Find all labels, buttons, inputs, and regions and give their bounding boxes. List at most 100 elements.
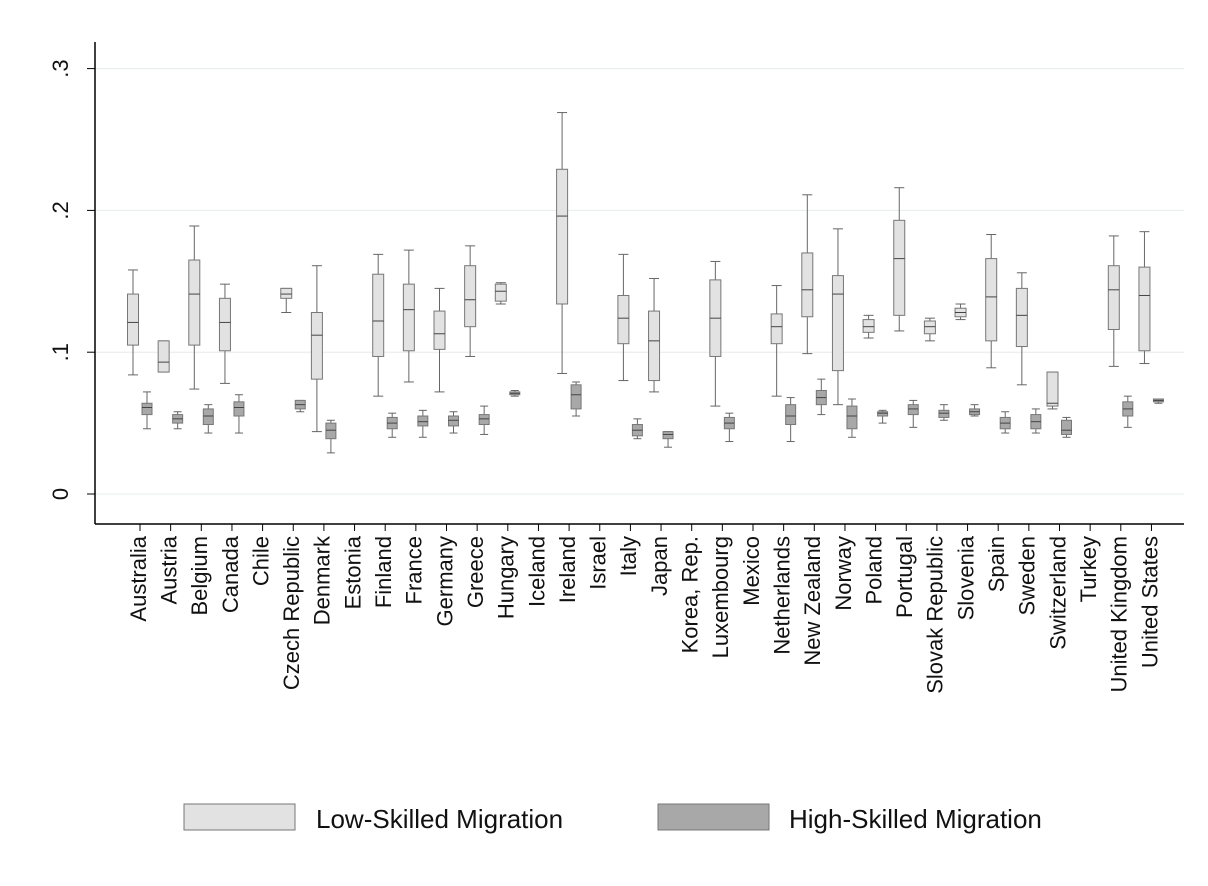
legend-label-low: Low-Skilled Migration	[316, 804, 563, 834]
x-tick-label: Greece	[463, 536, 488, 608]
box-high-finland	[386, 412, 398, 438]
x-tick-label: Poland	[861, 536, 886, 605]
x-tick-label: Portugal	[892, 536, 917, 618]
box-body	[1046, 371, 1059, 407]
box-body	[1138, 266, 1151, 352]
box-body	[433, 310, 446, 350]
x-tick-label: Israel	[586, 536, 611, 590]
box-low-finland	[372, 253, 385, 397]
box-high-united-kingdom	[1122, 395, 1134, 428]
box-body	[985, 258, 998, 342]
box-body	[1061, 419, 1072, 435]
box-body	[188, 259, 201, 346]
x-tick-label: Iceland	[524, 536, 549, 607]
box-high-spain	[999, 411, 1011, 434]
box-high-slovenia	[969, 404, 981, 417]
box-body	[157, 340, 170, 373]
box-body	[1015, 287, 1028, 348]
box-body	[662, 431, 674, 440]
x-tick-label: Slovenia	[953, 535, 978, 620]
x-tick-label: Slovak Republic	[923, 536, 948, 694]
box-body	[617, 294, 630, 345]
grid-layer	[95, 68, 1184, 495]
box-high-norway	[846, 398, 858, 438]
box-low-slovak-republic	[923, 317, 936, 342]
box-body	[478, 414, 490, 426]
box-body	[770, 313, 783, 345]
box-body	[402, 283, 415, 352]
y-tick-label: .3	[48, 59, 73, 77]
box-body	[801, 252, 814, 318]
box-low-poland	[862, 314, 875, 339]
box-body	[448, 415, 459, 427]
box-low-australia	[127, 269, 139, 376]
box-high-netherlands	[785, 397, 797, 443]
x-tick-label: Australia	[126, 535, 151, 621]
box-body	[1107, 265, 1120, 331]
box-low-germany	[433, 287, 446, 393]
box-high-japan	[662, 431, 674, 448]
x-tick-label: Italy	[616, 536, 641, 576]
box-body	[862, 319, 875, 333]
x-tick-label: New Zealand	[800, 536, 825, 666]
box-high-belgium	[202, 404, 214, 434]
box-low-italy	[617, 253, 630, 382]
box-low-netherlands	[770, 285, 783, 397]
box-body	[570, 384, 582, 410]
box-low-switzerland	[1046, 371, 1059, 410]
box-low-japan	[648, 277, 661, 393]
box-low-france	[402, 249, 415, 383]
box-body	[310, 311, 323, 380]
x-tick-label: Czech Republic	[279, 536, 304, 690]
box-high-germany	[448, 411, 459, 434]
x-tick-label: Korea, Rep.	[678, 536, 703, 653]
box-body	[141, 402, 153, 416]
box-high-australia	[141, 391, 153, 430]
box-low-sweden	[1015, 272, 1028, 386]
legend-swatch-high	[657, 803, 770, 831]
x-tick-label: Belgium	[187, 536, 212, 615]
x-tick-label: Sweden	[1015, 536, 1040, 616]
x-tick-label: Mexico	[739, 536, 764, 606]
box-low-portugal	[893, 187, 906, 332]
box-low-greece	[464, 245, 477, 357]
box-low-united-states	[1138, 231, 1151, 365]
box-low-czech-republic	[280, 287, 293, 313]
y-tick-label: .1	[48, 343, 73, 361]
box-body	[494, 283, 507, 302]
x-tick-label: Chile	[248, 536, 273, 586]
box-high-portugal	[907, 399, 919, 428]
box-high-czech-republic	[294, 399, 306, 413]
box-body	[127, 293, 139, 346]
x-tick-label: France	[402, 536, 427, 604]
box-high-united-states	[1152, 398, 1164, 404]
x-tick-label: United States	[1137, 536, 1162, 668]
box-body	[280, 287, 293, 299]
box-high-new-zealand	[815, 378, 827, 416]
box-low-luxembourg	[709, 260, 722, 407]
x-tick-label: Hungary	[494, 536, 519, 619]
x-tick-label: Germany	[432, 536, 457, 626]
y-tick-label: .2	[48, 201, 73, 219]
box-low-slovenia	[954, 303, 967, 321]
box-body	[464, 265, 477, 328]
box-body	[893, 219, 906, 316]
box-body	[372, 273, 385, 357]
box-body	[938, 409, 950, 418]
box-body	[218, 297, 231, 352]
box-layer	[127, 112, 1164, 454]
x-tick-label: Spain	[984, 536, 1009, 592]
box-body	[785, 404, 797, 426]
box-body	[325, 422, 337, 440]
box-high-denmark	[325, 419, 337, 454]
box-body	[417, 415, 429, 427]
box-low-denmark	[310, 265, 323, 433]
box-low-canada	[218, 283, 231, 384]
box-body	[846, 405, 858, 430]
box-low-austria	[157, 340, 170, 373]
x-tick-label: Canada	[218, 535, 243, 613]
box-high-poland	[877, 409, 889, 424]
legend: Low-Skilled Migration High-Skilled Migra…	[183, 803, 1042, 834]
box-high-greece	[478, 405, 490, 435]
